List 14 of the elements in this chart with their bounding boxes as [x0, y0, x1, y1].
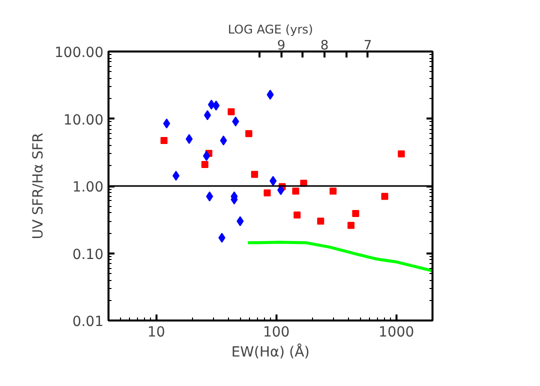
x2-tick-label: 9: [277, 38, 286, 54]
x-tick-label: 10: [147, 324, 166, 340]
x-tick-label: 100: [262, 324, 290, 340]
x2-tick-label: 7: [364, 38, 372, 54]
x2-axis-title: LOG AGE (yrs): [228, 22, 314, 36]
y-tick-label: 0.01: [72, 314, 104, 330]
y-axis-title: UV SFR/Hα SFR: [30, 132, 47, 240]
y-tick-label: 10.00: [63, 112, 104, 128]
y-tick-label: 0.10: [72, 246, 104, 263]
x2-tick-label: 8: [320, 38, 329, 54]
x-axis-title: EW(Hα) (Å): [231, 344, 310, 360]
y-tick-label: 100.00: [54, 45, 104, 61]
x-tick-label: 1000: [378, 324, 414, 340]
y-tick-label: 1.00: [72, 180, 104, 196]
